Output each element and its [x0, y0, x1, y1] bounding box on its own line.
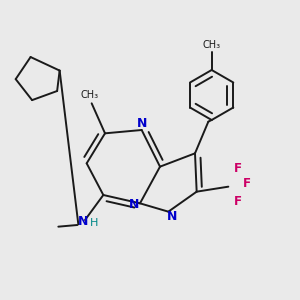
Text: H: H [90, 218, 98, 228]
Text: F: F [234, 162, 242, 175]
Text: CH₃: CH₃ [202, 40, 221, 50]
Text: F: F [243, 177, 251, 190]
Text: N: N [129, 199, 139, 212]
Text: N: N [167, 210, 177, 223]
Text: CH₃: CH₃ [81, 90, 99, 100]
Text: F: F [234, 195, 242, 208]
Text: N: N [78, 215, 88, 228]
Text: N: N [136, 118, 147, 130]
